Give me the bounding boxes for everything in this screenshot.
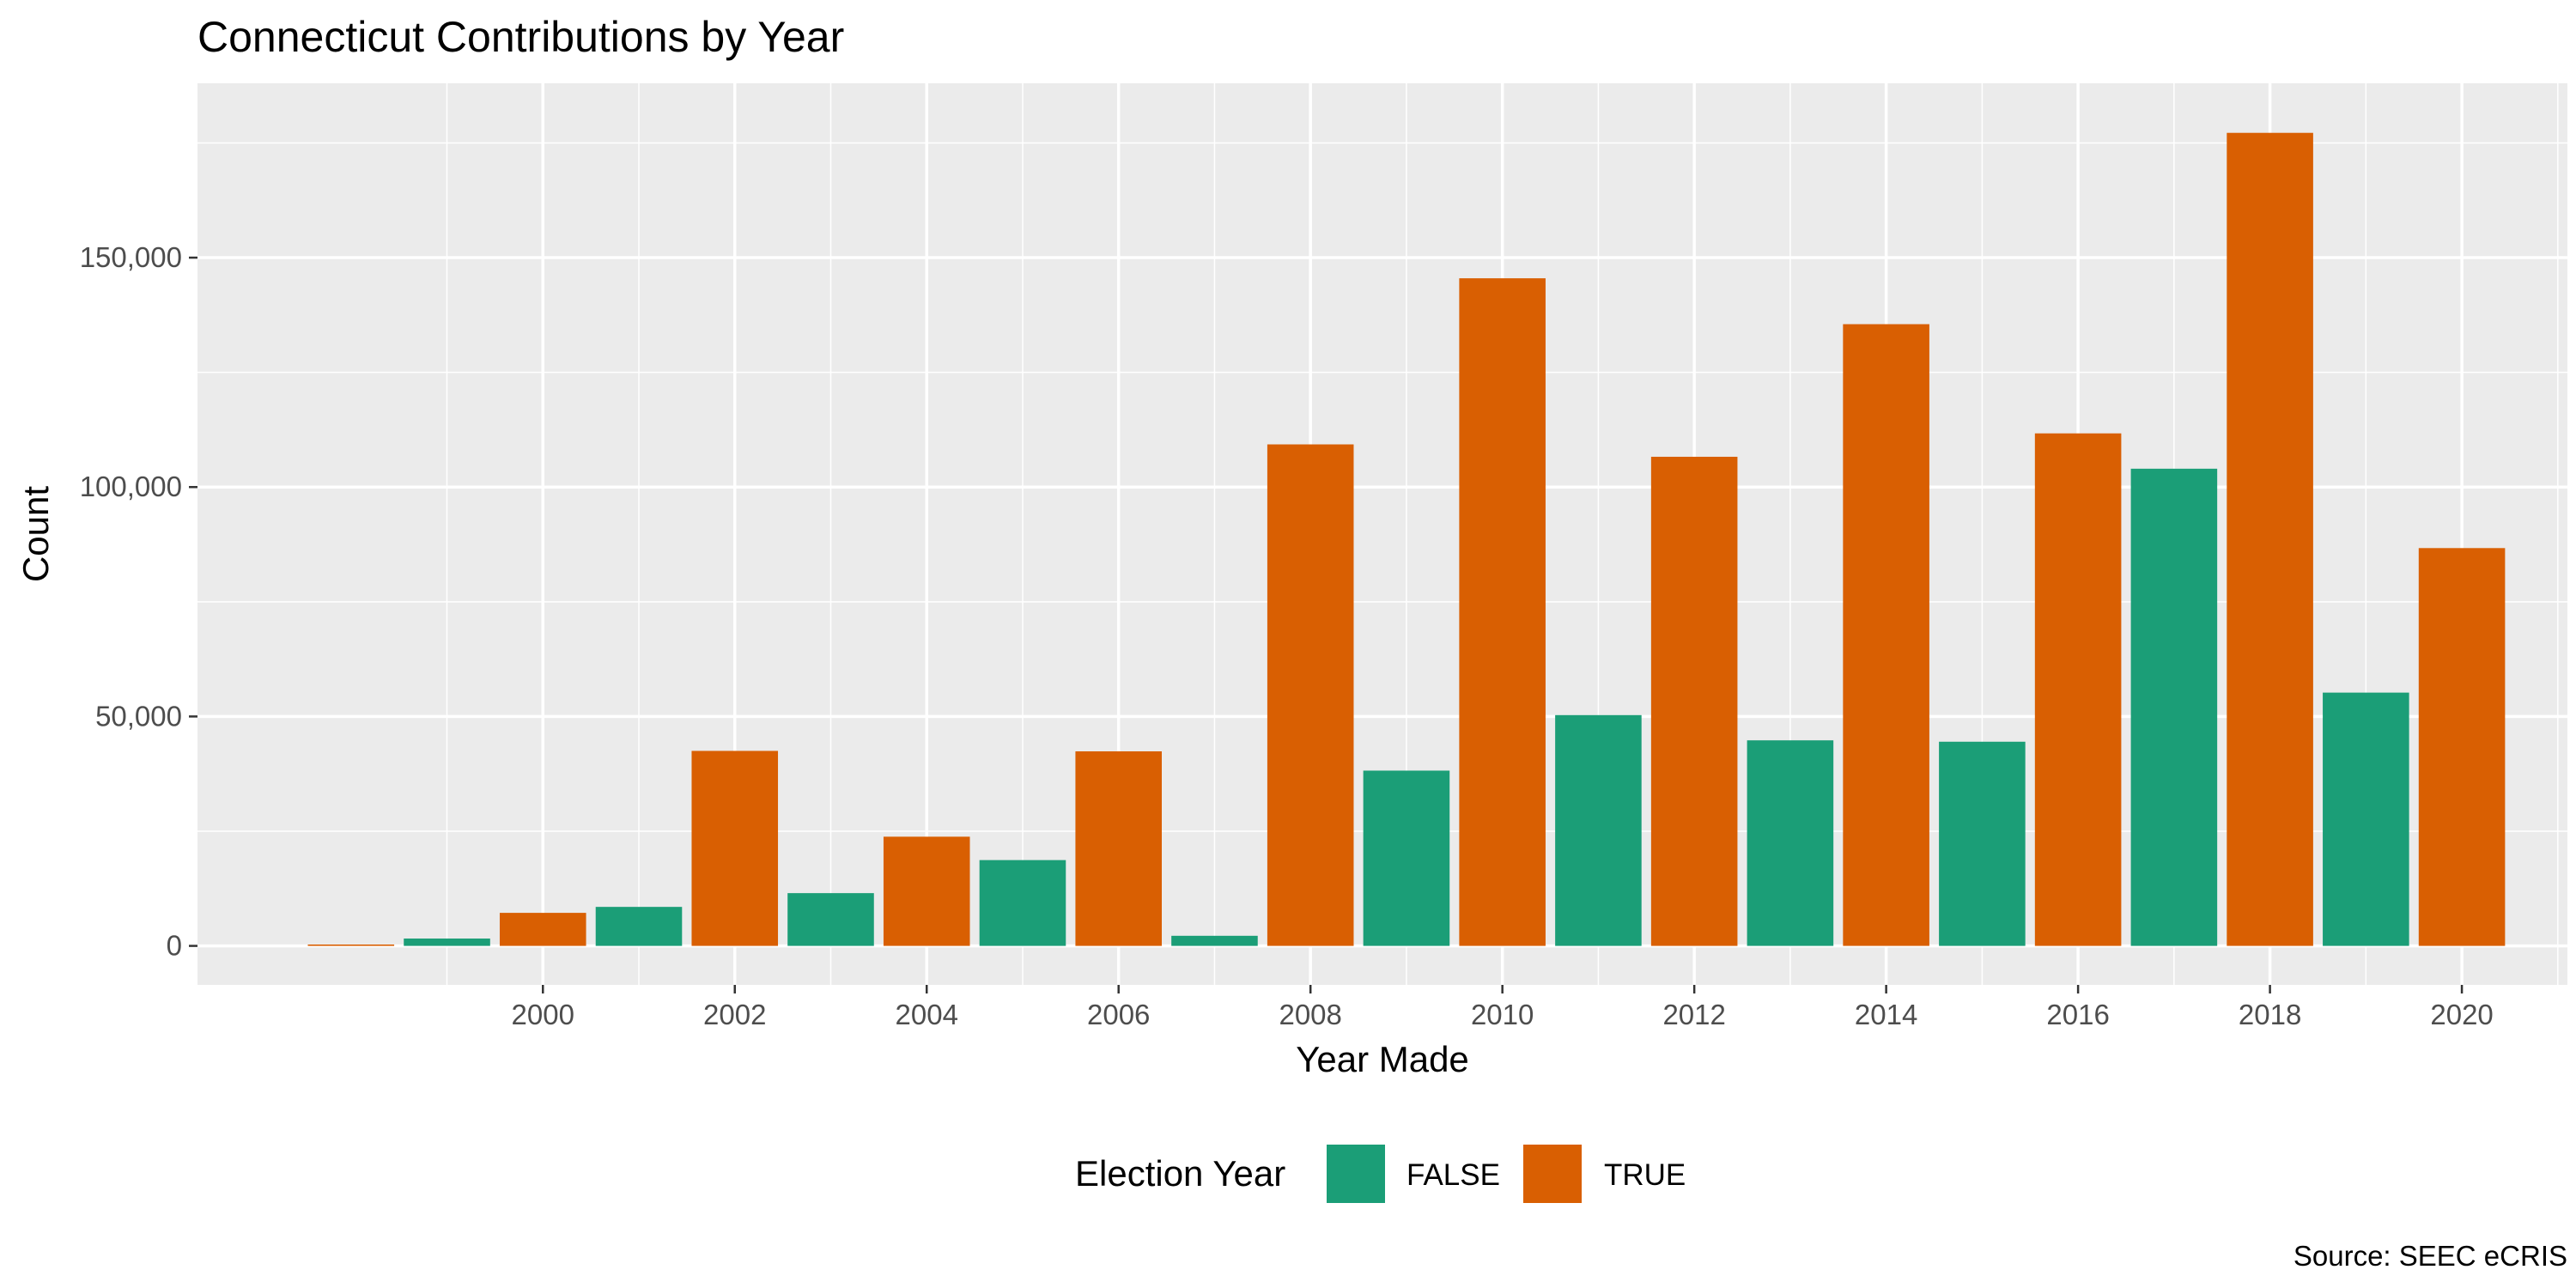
x-tick-label-2: 2004	[896, 999, 958, 1030]
y-tick-label-2: 100,000	[80, 471, 182, 502]
bar-2020	[2418, 548, 2506, 946]
x-tick-label-0: 2000	[512, 999, 574, 1030]
legend-key-true	[1523, 1145, 1582, 1203]
legend-label-false: FALSE	[1406, 1158, 1500, 1192]
y-axis-title: Count	[15, 486, 56, 582]
bar-2000	[499, 913, 586, 946]
x-axis: 2000 2002 2004 2006 2008 2010 2012 2014 2016 2018…	[512, 985, 2494, 1030]
bar-2007	[1171, 935, 1258, 946]
bars	[307, 132, 2506, 946]
chart-title: Connecticut Contributions by Year	[197, 13, 844, 61]
x-axis-title: Year Made	[1296, 1039, 1469, 1079]
bar-2001	[595, 907, 683, 946]
bar-1998	[307, 944, 395, 946]
legend-title: Election Year	[1075, 1153, 1285, 1194]
x-tick-label-4: 2008	[1279, 999, 1341, 1030]
bar-2003	[787, 893, 874, 946]
legend-label-true: TRUE	[1604, 1158, 1686, 1192]
x-tick-label-8: 2016	[2046, 999, 2109, 1030]
y-tick-label-1: 50,000	[95, 700, 182, 732]
legend-key-false	[1327, 1145, 1385, 1203]
x-tick-label-9: 2018	[2239, 999, 2301, 1030]
bar-2005	[979, 860, 1066, 946]
source-caption: Source: SEEC eCRIS	[2293, 1240, 2567, 1272]
x-tick-label-7: 2014	[1855, 999, 1917, 1030]
bar-2008	[1267, 444, 1354, 946]
x-tick-label-3: 2006	[1087, 999, 1150, 1030]
legend: Election Year FALSE TRUE	[1075, 1145, 1686, 1203]
bar-2017	[2130, 468, 2218, 946]
bar-2014	[1843, 324, 1929, 946]
bar-2015	[1939, 741, 2026, 946]
bar-2004	[883, 836, 970, 946]
x-tick-label-6: 2012	[1662, 999, 1725, 1030]
y-tick-label-0: 0	[167, 930, 182, 962]
bar-2002	[691, 750, 779, 946]
bar-2006	[1075, 751, 1162, 946]
bar-2016	[2034, 433, 2122, 946]
y-axis: 0 50,000 100,000 150,000	[80, 241, 197, 962]
y-tick-label-3: 150,000	[80, 241, 182, 273]
bar-2013	[1747, 740, 1834, 946]
bar-2010	[1459, 278, 1546, 946]
bar-2009	[1363, 770, 1450, 946]
bar-1999	[404, 939, 490, 946]
x-tick-label-5: 2010	[1471, 999, 1534, 1030]
bar-2019	[2323, 692, 2409, 946]
bar-2018	[2227, 132, 2313, 946]
x-tick-label-1: 2002	[703, 999, 766, 1030]
x-tick-label-10: 2020	[2430, 999, 2493, 1030]
bar-2011	[1555, 714, 1642, 946]
bar-2012	[1650, 456, 1738, 946]
